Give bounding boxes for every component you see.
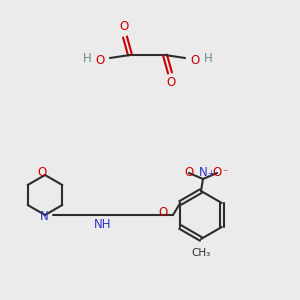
Text: N: N: [40, 211, 48, 224]
Text: O: O: [119, 20, 129, 34]
Text: +: +: [208, 169, 214, 178]
Text: O: O: [167, 76, 176, 89]
Text: CH₃: CH₃: [191, 248, 211, 258]
Text: H: H: [204, 52, 212, 65]
Text: O: O: [38, 167, 46, 179]
Text: O: O: [95, 55, 105, 68]
Text: O: O: [158, 206, 168, 220]
Text: O: O: [184, 167, 194, 179]
Text: H: H: [82, 52, 91, 65]
Text: N: N: [199, 167, 207, 179]
Text: ⁻: ⁻: [222, 168, 228, 178]
Text: O: O: [212, 167, 222, 179]
Text: NH: NH: [94, 218, 112, 232]
Text: O: O: [190, 55, 200, 68]
